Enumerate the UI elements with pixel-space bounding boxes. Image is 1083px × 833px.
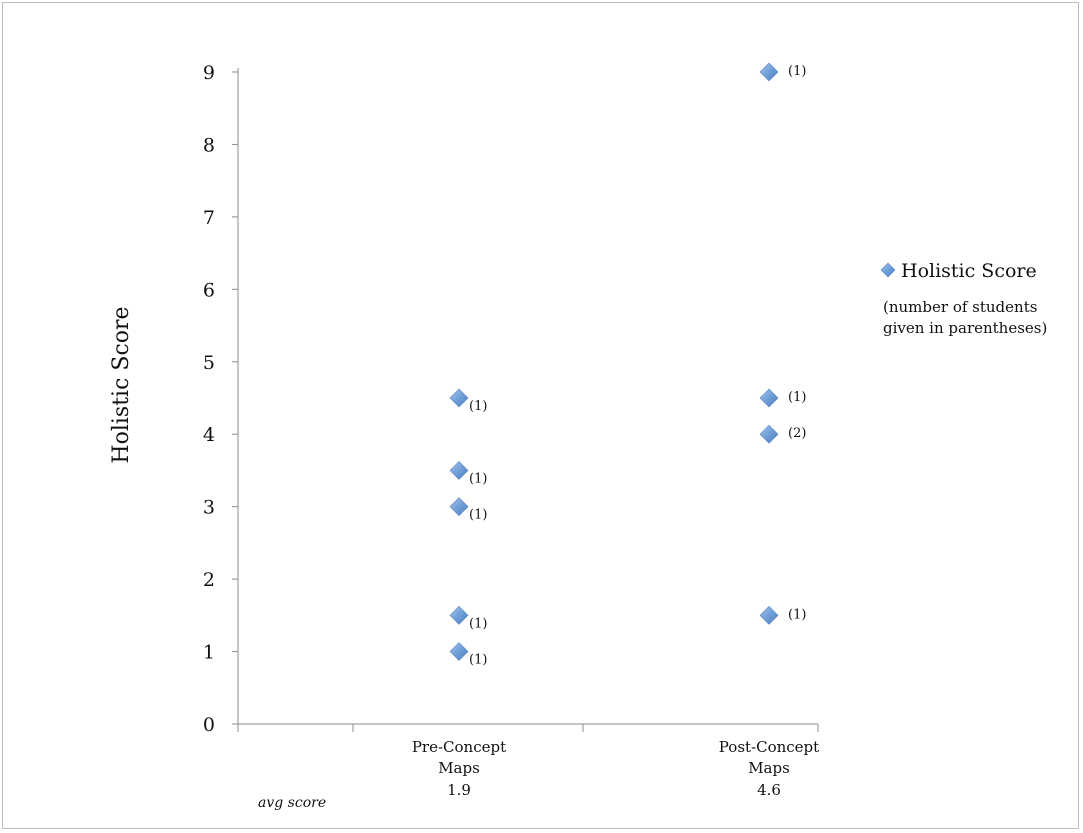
y-tick-label: 2 xyxy=(203,569,215,591)
data-point-label: (1) xyxy=(469,399,487,414)
legend: Holistic Score (number of students given i… xyxy=(880,260,1047,337)
data-point-label: (1) xyxy=(788,607,806,622)
data-point-marker xyxy=(759,605,779,625)
legend-note: given in parentheses) xyxy=(883,319,1047,337)
data-point-marker xyxy=(759,388,779,408)
data-point-marker xyxy=(449,388,469,408)
y-tick-label: 1 xyxy=(203,642,215,664)
avg-score-value: 1.9 xyxy=(447,781,471,799)
x-category-label: Maps xyxy=(438,759,480,777)
x-category-label: Pre-Concept xyxy=(412,738,506,756)
data-point-marker xyxy=(759,62,779,82)
y-tick-label: 0 xyxy=(203,714,215,736)
data-point-marker xyxy=(449,642,469,661)
data-point-label: (1) xyxy=(469,616,487,631)
y-tick-label: 4 xyxy=(203,424,215,446)
data-point-label: (1) xyxy=(788,390,806,405)
avg-score-value: 4.6 xyxy=(757,781,781,799)
data-point-marker xyxy=(759,424,779,444)
y-axis-label: Holistic Score xyxy=(109,306,134,463)
data-point-marker xyxy=(449,497,469,517)
data-marks: (1) (1) (1) (1) (1) (1) (1) (2) (1) xyxy=(449,62,806,668)
y-tick-label: 6 xyxy=(203,279,215,301)
y-tick-label: 3 xyxy=(203,497,215,519)
data-point-label: (1) xyxy=(469,508,487,523)
y-tick-label: 7 xyxy=(203,207,215,229)
data-point-marker xyxy=(449,461,469,480)
x-category-label: Maps xyxy=(748,759,790,777)
avg-score-label: avg score xyxy=(258,795,326,811)
data-point-label: (1) xyxy=(469,471,487,486)
legend-marker xyxy=(880,262,896,278)
data-point-label: (1) xyxy=(469,653,487,668)
y-tick-label: 8 xyxy=(203,134,215,156)
data-point-marker xyxy=(449,605,469,625)
axes: 0 1 2 3 4 5 6 7 8 9 Pre-Concept Maps Post-Concept Map… xyxy=(203,62,819,799)
legend-note: (number of students xyxy=(883,298,1037,316)
y-tick-label: 5 xyxy=(203,352,215,374)
data-point-label: (2) xyxy=(788,426,806,441)
y-tick-label: 9 xyxy=(203,62,215,84)
data-point-label: (1) xyxy=(788,64,806,79)
x-category-label: Post-Concept xyxy=(719,738,819,756)
legend-label: Holistic Score xyxy=(901,260,1037,282)
